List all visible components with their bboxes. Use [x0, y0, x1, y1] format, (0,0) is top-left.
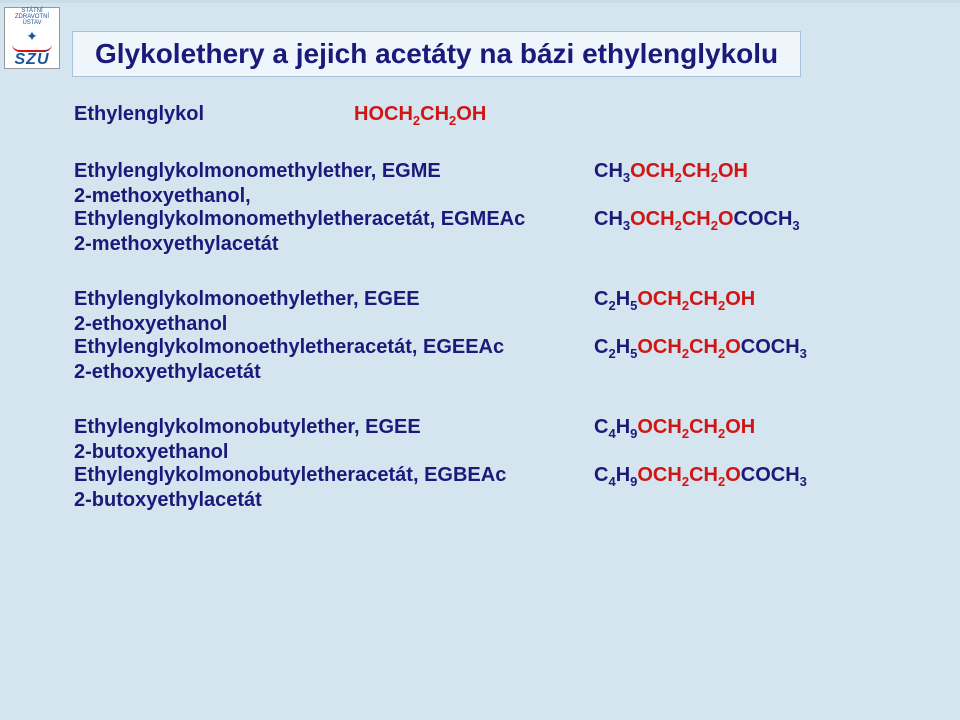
egbeac-sub: 2-butoxyethylacetát — [74, 489, 594, 512]
egbe-name: Ethylenglykolmonobutylether, EGEE — [74, 416, 594, 439]
group-base: Ethylenglykol HOCH2CH2OH — [74, 103, 910, 128]
egbeac-formula: C4H9OCH2CH2OCOCH3 — [594, 464, 807, 489]
egeeac-sub: 2-ethoxyethylacetát — [74, 361, 594, 384]
egbe-formula: C4H9OCH2CH2OH — [594, 416, 755, 441]
egme-name: Ethylenglykolmonomethylether, EGME — [74, 160, 594, 183]
egeeac-name: Ethylenglykolmonoethyletheracetát, EGEEA… — [74, 336, 594, 359]
base-name: Ethylenglykol — [74, 103, 354, 126]
group-ethyl: Ethylenglykolmonoethylether, EGEE C2H5OC… — [74, 288, 910, 384]
egme-sub: 2-methoxyethanol, — [74, 185, 594, 208]
logo-star-icon: ✦ — [26, 29, 38, 43]
egeeac-formula: C2H5OCH2CH2OCOCH3 — [594, 336, 807, 361]
group-butyl: Ethylenglykolmonobutylether, EGEE C4H9OC… — [74, 416, 910, 512]
logo-abbrev: SZÚ — [15, 52, 50, 68]
group-methyl: Ethylenglykolmonomethylether, EGME CH3OC… — [74, 160, 910, 256]
slide-background: STÁTNÍ ZDRAVOTNÍ ÚSTAV ✦ SZÚ Glykolether… — [0, 0, 960, 720]
content: Ethylenglykol HOCH2CH2OH Ethylenglykolmo… — [74, 103, 910, 544]
base-formula: HOCH2CH2OH — [354, 103, 486, 128]
page-title: Glykolethery a jejich acetáty na bázi et… — [95, 38, 778, 70]
logo-text: STÁTNÍ ZDRAVOTNÍ ÚSTAV — [5, 8, 59, 26]
egbeac-name: Ethylenglykolmonobutyletheracetát, EGBEA… — [74, 464, 594, 487]
egmeac-sub: 2-methoxyethylacetát — [74, 233, 594, 256]
egee-formula: C2H5OCH2CH2OH — [594, 288, 755, 313]
egmeac-formula: CH3OCH2CH2OCOCH3 — [594, 208, 800, 233]
egee-name: Ethylenglykolmonoethylether, EGEE — [74, 288, 594, 311]
logo: STÁTNÍ ZDRAVOTNÍ ÚSTAV ✦ SZÚ — [4, 7, 60, 69]
egbe-sub: 2-butoxyethanol — [74, 441, 594, 464]
egee-sub: 2-ethoxyethanol — [74, 313, 594, 336]
egmeac-name: Ethylenglykolmonomethyletheracetát, EGME… — [74, 208, 594, 231]
title-bar: Glykolethery a jejich acetáty na bázi et… — [72, 31, 801, 77]
egme-formula: CH3OCH2CH2OH — [594, 160, 748, 185]
